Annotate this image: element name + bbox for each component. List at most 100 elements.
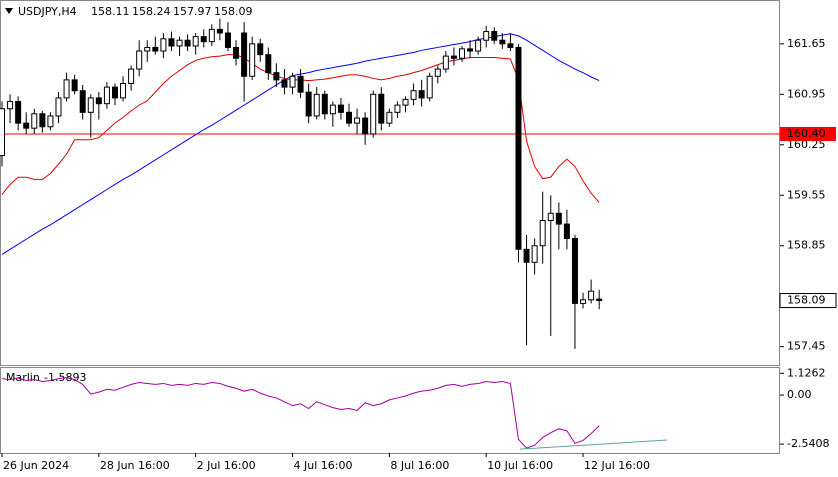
header-low: 157.97 xyxy=(173,5,212,18)
candle-body xyxy=(23,122,30,129)
candle-body xyxy=(426,75,433,99)
candle-body xyxy=(0,108,5,157)
candle-body xyxy=(394,104,401,113)
candle-body xyxy=(176,39,183,47)
y-tick-label: 161.65 xyxy=(787,37,826,50)
indicator-panel xyxy=(0,367,780,454)
candle-body xyxy=(111,86,118,99)
candle-body xyxy=(160,38,167,52)
candle-body xyxy=(555,212,562,225)
candle-body xyxy=(515,46,522,250)
candle-body xyxy=(547,212,554,221)
candle-body xyxy=(95,97,102,105)
candle-body xyxy=(216,28,223,34)
price-label: 158.09 xyxy=(787,294,826,307)
candle-body xyxy=(208,28,215,43)
candle-body xyxy=(273,72,280,81)
candle-body xyxy=(475,39,482,52)
candle-body xyxy=(31,113,38,129)
candle-body xyxy=(354,117,361,124)
candle-body xyxy=(281,79,288,88)
candle-body xyxy=(87,97,94,113)
candle-body xyxy=(289,75,296,88)
candle-body xyxy=(136,50,143,70)
candle-body xyxy=(55,97,62,117)
x-tick-label: 28 Jun 16:00 xyxy=(100,459,170,472)
x-tick-label: 4 Jul 16:00 xyxy=(294,459,353,472)
candle-body xyxy=(418,90,425,99)
main-panel xyxy=(0,0,780,366)
candle-body xyxy=(571,238,578,304)
y-tick-label: 158.85 xyxy=(787,239,826,252)
candle-body xyxy=(152,46,159,52)
candle-body xyxy=(563,223,570,240)
candle-body xyxy=(467,48,474,52)
candle-body xyxy=(523,248,530,263)
candle-body xyxy=(434,68,441,77)
candle-body xyxy=(192,36,199,47)
candle-body xyxy=(241,32,248,77)
header-close: 158.09 xyxy=(214,5,253,18)
header-high: 158.24 xyxy=(132,5,171,18)
candle-body xyxy=(329,104,336,115)
candle-body xyxy=(596,298,603,302)
price-label-box xyxy=(779,293,837,309)
candle-body xyxy=(7,101,14,110)
symbol: USDJPY,H4 xyxy=(18,5,77,18)
level-label-box xyxy=(780,126,836,141)
candle-body xyxy=(402,98,409,106)
candle-body xyxy=(442,55,449,70)
candle-body xyxy=(531,245,538,263)
candle-body xyxy=(539,219,546,247)
candle-body xyxy=(588,290,595,301)
x-tick-label: 12 Jul 16:00 xyxy=(584,459,650,472)
x-tick-label: 26 Jun 2024 xyxy=(3,459,69,472)
candle-body xyxy=(507,43,514,48)
candle-body xyxy=(224,32,231,48)
y-tick-label: 160.25 xyxy=(787,138,826,151)
candle-body xyxy=(499,39,506,45)
trend-line xyxy=(520,439,667,450)
candle-body xyxy=(337,104,344,113)
level-label: 160.40 xyxy=(787,127,826,140)
candle-body xyxy=(483,31,490,41)
candle-body xyxy=(184,39,191,47)
candle-body xyxy=(450,55,457,59)
candle-body xyxy=(265,54,272,74)
candle-body xyxy=(103,86,110,105)
candle-body xyxy=(144,46,151,52)
y-tick-label: 160.95 xyxy=(787,87,826,100)
candle-body xyxy=(491,31,498,41)
indicator-name: Marlin xyxy=(6,371,40,384)
x-tick-label: 8 Jul 16:00 xyxy=(390,459,449,472)
candle-body xyxy=(233,46,240,59)
candle-body xyxy=(313,93,320,117)
indicator-line xyxy=(1,377,600,449)
candle-body xyxy=(458,48,465,59)
candle-body xyxy=(249,43,256,77)
y-tick-label: 1.1262 xyxy=(787,366,826,379)
candle-body xyxy=(200,36,207,43)
candle-body xyxy=(297,75,304,93)
candle-body xyxy=(378,93,385,124)
y-tick-label: 159.55 xyxy=(787,188,826,201)
candle-body xyxy=(63,79,70,99)
header-open: 158.11 xyxy=(91,5,130,18)
candle-body xyxy=(305,91,312,117)
candle-body xyxy=(168,38,175,47)
y-tick-label: 0.00 xyxy=(787,388,812,401)
candle-body xyxy=(128,68,135,84)
candle-body xyxy=(39,113,46,128)
menu-arrow[interactable] xyxy=(5,8,13,14)
candle-body xyxy=(346,111,353,124)
y-tick-label: 157.45 xyxy=(787,340,826,353)
candle-body xyxy=(362,117,369,135)
x-tick-label: 10 Jul 16:00 xyxy=(487,459,553,472)
candle-body xyxy=(47,115,54,128)
candle-body xyxy=(370,93,377,135)
candle-body xyxy=(386,111,393,124)
candle-body xyxy=(321,93,328,115)
x-tick-label: 2 Jul 16:00 xyxy=(197,459,256,472)
